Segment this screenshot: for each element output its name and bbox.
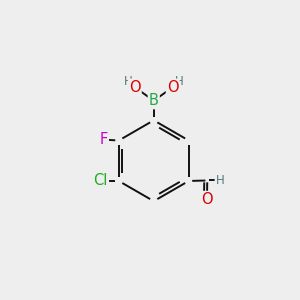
Text: O: O [129, 80, 141, 95]
Text: Cl: Cl [94, 173, 108, 188]
Text: F: F [100, 132, 108, 147]
Text: H: H [216, 174, 224, 187]
Text: H: H [124, 75, 132, 88]
Text: H: H [175, 75, 184, 88]
Text: O: O [167, 80, 178, 95]
Text: O: O [201, 192, 213, 207]
Text: B: B [149, 93, 159, 108]
